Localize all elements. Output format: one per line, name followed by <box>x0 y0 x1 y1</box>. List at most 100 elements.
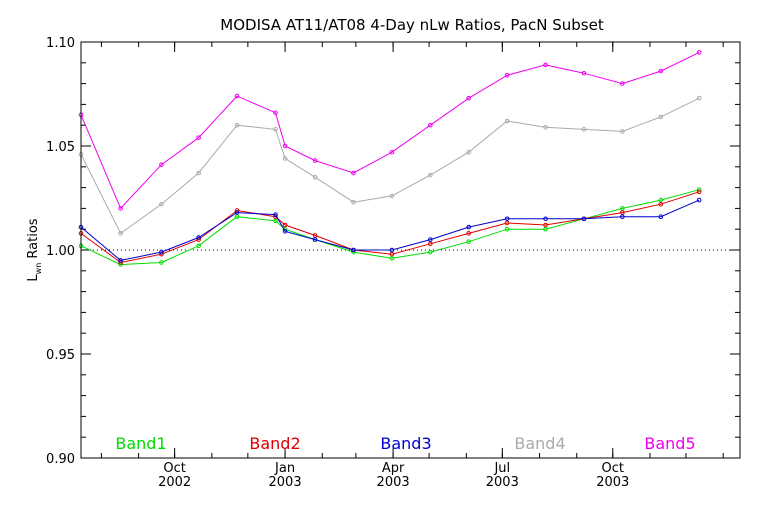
data-point-band3 <box>118 258 123 263</box>
data-point-band4 <box>428 172 433 178</box>
data-point-band4 <box>351 199 356 205</box>
data-point-band5 <box>428 122 433 128</box>
data-point-band5 <box>389 149 395 155</box>
data-point-band4 <box>504 118 510 124</box>
data-point-band1 <box>234 214 240 220</box>
series-line-band4 <box>80 97 700 235</box>
data-point-band2 <box>389 251 395 257</box>
data-point-band3 <box>466 224 472 230</box>
y-axis-label-rest: Ratios <box>26 218 41 263</box>
data-point-band2 <box>696 189 702 195</box>
data-point-band3 <box>282 228 288 234</box>
data-point-band1 <box>504 226 510 232</box>
data-point-band3 <box>543 216 548 222</box>
y-tick-label: 0.90 <box>46 452 75 467</box>
data-point-band3 <box>428 237 433 242</box>
plot-frame <box>80 41 741 459</box>
data-point-band5 <box>312 158 318 163</box>
data-point-band4 <box>159 201 164 207</box>
data-point-band1 <box>620 206 625 211</box>
data-point-band3 <box>620 214 625 220</box>
data-point-band1 <box>466 239 472 244</box>
data-point-band3 <box>273 212 278 217</box>
legend-label-band1: Band1 <box>115 434 166 453</box>
x-tick-label-month: Apr <box>382 461 405 476</box>
data-point-band3 <box>196 235 201 240</box>
data-point-band1 <box>658 197 664 203</box>
data-point-band1 <box>428 249 433 255</box>
data-point-band3 <box>581 216 587 222</box>
y-axis-label-sub: wn <box>34 263 43 275</box>
data-point-band5 <box>466 95 472 101</box>
legend-label-band3: Band3 <box>380 434 431 453</box>
series-line-band3 <box>80 199 700 261</box>
data-point-band1 <box>543 226 548 232</box>
data-point-band2 <box>312 233 318 238</box>
legend-label-band4: Band4 <box>514 434 565 453</box>
plot-area: 0.900.951.001.051.10Oct2002Jan2003Apr200… <box>46 36 740 490</box>
data-point-band5 <box>118 206 123 211</box>
x-tick-label-month: Oct <box>163 461 185 476</box>
data-point-band1 <box>196 243 201 249</box>
x-tick-label-year: 2003 <box>269 475 302 490</box>
data-point-band3 <box>389 247 395 253</box>
data-point-band5 <box>234 93 240 99</box>
x-tick-label-month: Jan <box>274 461 295 476</box>
x-tick-label-year: 2003 <box>486 475 519 490</box>
data-point-band5 <box>351 170 356 176</box>
data-point-band5 <box>581 70 587 76</box>
data-point-band1 <box>389 256 395 261</box>
data-point-band3 <box>504 216 510 222</box>
data-point-band5 <box>196 135 201 140</box>
y-tick-label: 0.95 <box>46 348 75 363</box>
y-tick-label: 1.05 <box>46 140 75 155</box>
data-point-band4 <box>581 127 587 132</box>
y-axis-label: Lwn Ratios <box>26 218 43 281</box>
data-point-band3 <box>234 210 240 215</box>
chart-title: MODISA AT11/AT08 4-Day nLw Ratios, PacN … <box>220 16 604 34</box>
data-point-band1 <box>696 187 702 192</box>
data-point-band3 <box>696 197 702 203</box>
data-point-band4 <box>282 156 288 161</box>
data-point-band4 <box>196 170 201 176</box>
data-point-band2 <box>466 231 472 236</box>
data-point-band4 <box>234 122 240 128</box>
data-point-band4 <box>118 231 123 236</box>
data-point-band2 <box>620 210 625 215</box>
data-point-band5 <box>658 68 664 74</box>
data-point-band5 <box>543 62 548 68</box>
legend-label-band5: Band5 <box>644 434 695 453</box>
series-line-band2 <box>80 191 700 264</box>
data-point-band4 <box>658 114 664 120</box>
data-point-band1 <box>273 218 278 224</box>
data-point-band2 <box>504 220 510 226</box>
data-point-band3 <box>159 249 164 255</box>
data-point-band4 <box>466 149 472 155</box>
data-point-band2 <box>658 201 664 207</box>
data-point-band5 <box>282 143 288 149</box>
data-point-band4 <box>273 127 278 132</box>
y-tick-label: 1.00 <box>46 244 75 259</box>
data-point-band3 <box>312 237 318 242</box>
data-point-band2 <box>543 222 548 228</box>
x-tick-label-month: Oct <box>602 461 624 476</box>
data-point-band5 <box>696 50 702 55</box>
y-axis-label-main: L <box>26 274 41 282</box>
data-point-band2 <box>428 241 433 247</box>
data-point-band2 <box>282 222 288 228</box>
data-point-band4 <box>620 129 625 134</box>
data-point-band1 <box>159 260 164 265</box>
x-tick-label-year: 2002 <box>158 475 191 490</box>
x-tick-label-year: 2003 <box>377 475 410 490</box>
data-point-band4 <box>543 124 548 130</box>
x-tick-label-year: 2003 <box>596 475 629 490</box>
data-point-band3 <box>658 214 664 220</box>
data-point-band4 <box>696 95 702 101</box>
data-point-band5 <box>273 110 278 116</box>
data-point-band5 <box>159 162 164 168</box>
y-tick-label: 1.10 <box>46 36 75 51</box>
data-point-band3 <box>351 247 356 253</box>
data-point-band5 <box>620 81 625 86</box>
series-line-band1 <box>80 189 700 266</box>
